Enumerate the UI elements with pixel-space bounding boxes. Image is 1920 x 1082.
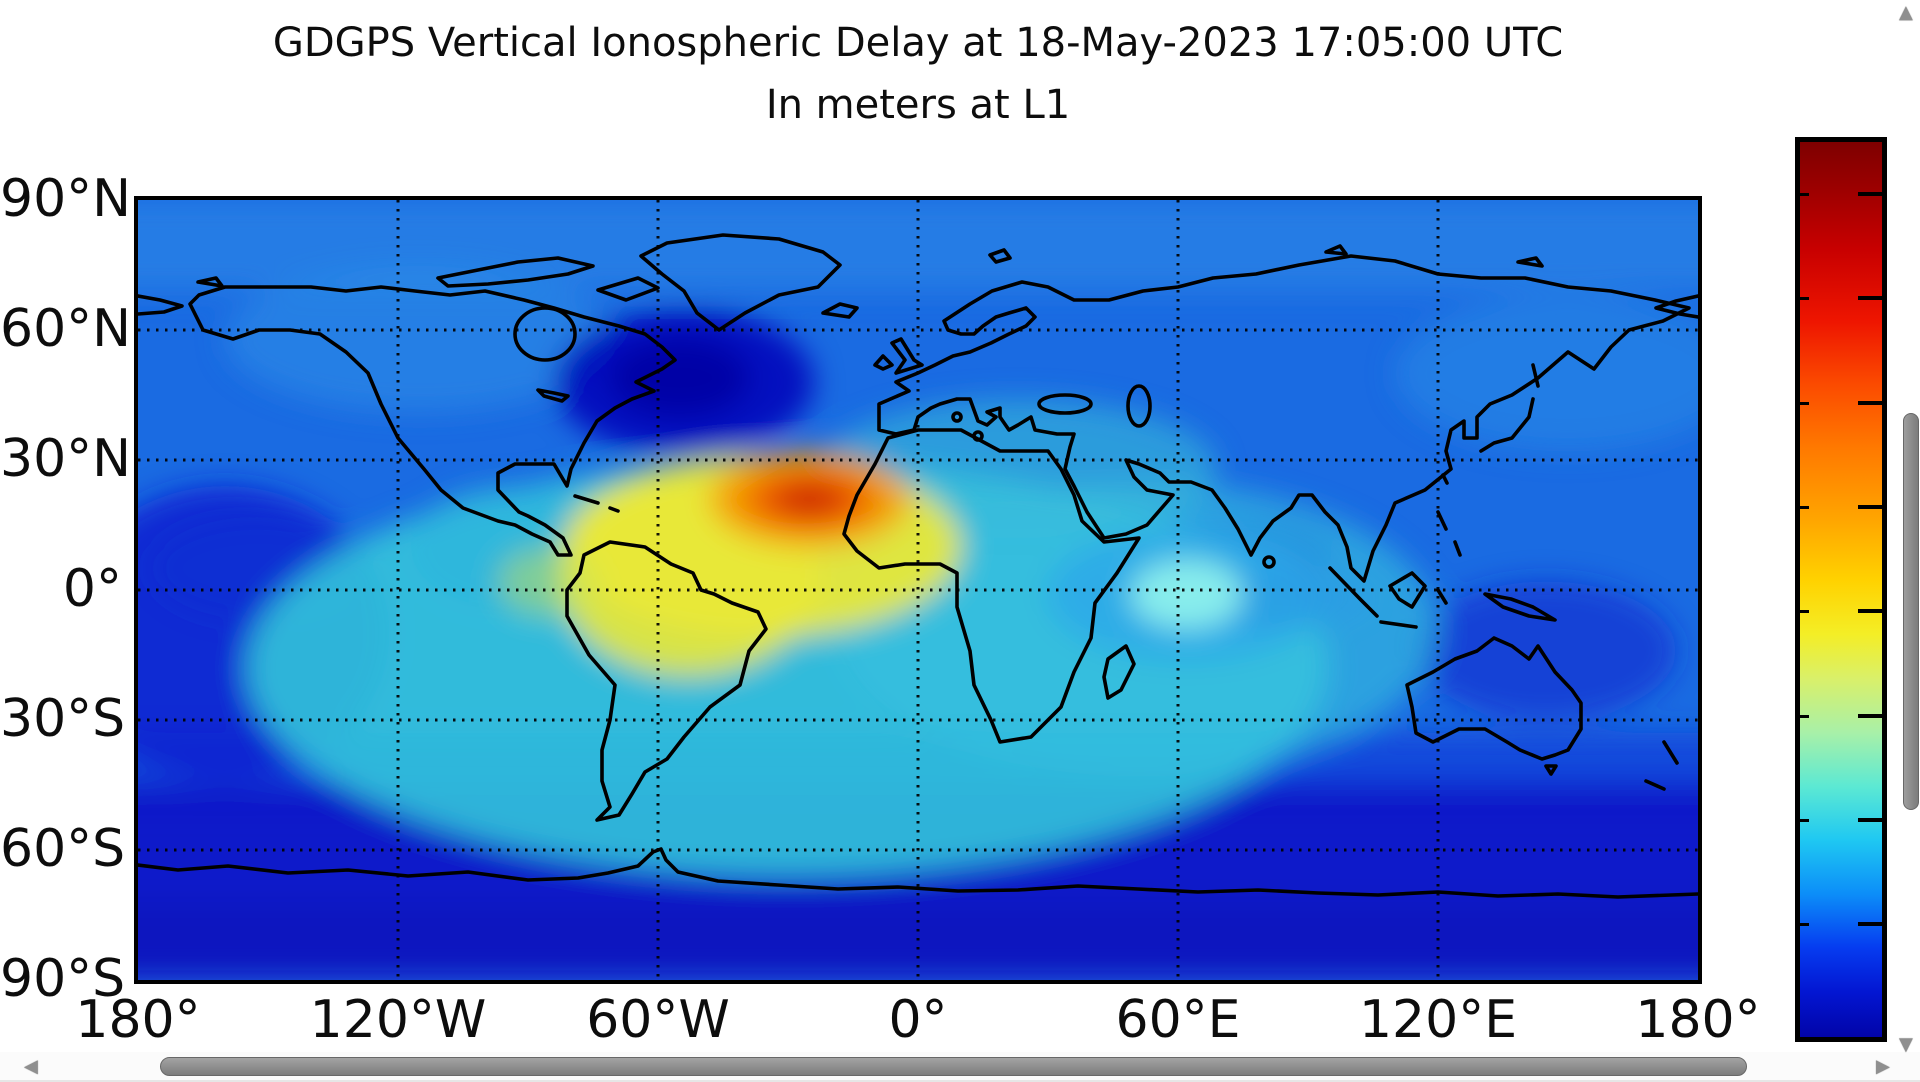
- y-tick-label: 60°S: [0, 818, 126, 879]
- colorbar-tick: [1858, 922, 1882, 927]
- scroll-down-icon[interactable]: ▼: [1899, 1034, 1913, 1055]
- colorbar-tick-minor: [1800, 609, 1809, 613]
- figure-title: GDGPS Vertical Ionospheric Delay at 18-M…: [138, 20, 1698, 128]
- scroll-left-icon[interactable]: ◀: [24, 1056, 38, 1077]
- vertical-scrollbar-thumb[interactable]: [1903, 413, 1919, 810]
- x-tick-label: 120°E: [1358, 990, 1518, 1050]
- colorbar-tick-minor: [1800, 506, 1809, 510]
- y-tick-label: 30°S: [0, 688, 126, 749]
- colorbar: [1795, 137, 1887, 1042]
- world-ionosphere-heatmap: [138, 200, 1698, 980]
- colorbar-tick: [1858, 401, 1882, 406]
- x-tick-label: 0°: [888, 990, 948, 1050]
- figure-title-line2: In meters at L1: [765, 82, 1071, 128]
- colorbar-tick: [1858, 818, 1882, 823]
- y-tick-label: 30°N: [0, 428, 132, 489]
- figure-title-line1: GDGPS Vertical Ionospheric Delay at 18-M…: [272, 20, 1564, 66]
- colorbar-tick: [1858, 191, 1882, 196]
- x-tick-label: 120°W: [309, 990, 487, 1050]
- x-axis-tick-labels: 180° 120°W 60°W 0° 60°E 120°E 180°: [0, 990, 1920, 1050]
- x-tick-label: 180°: [1635, 990, 1761, 1050]
- coastlines: [138, 233, 1698, 899]
- x-tick-label: 60°W: [586, 990, 730, 1050]
- scroll-right-icon[interactable]: ▶: [1876, 1056, 1890, 1077]
- x-tick-label: 180°: [75, 990, 201, 1050]
- x-tick-label: 60°E: [1115, 990, 1241, 1050]
- colorbar-tick: [1858, 505, 1882, 510]
- y-tick-label: 90°N: [0, 168, 132, 229]
- colorbar-tick-minor: [1800, 714, 1809, 718]
- y-axis-tick-labels: 90°N 60°N 30°N 0° 30°S 60°S 90°S: [0, 0, 132, 1080]
- y-tick-label: 60°N: [0, 298, 132, 359]
- colorbar-tick-minor: [1800, 192, 1809, 196]
- colorbar-tick: [1858, 295, 1882, 300]
- colorbar-tick-minor: [1800, 923, 1809, 927]
- scroll-up-icon[interactable]: ▲: [1899, 2, 1913, 23]
- y-tick-label: 0°: [62, 558, 122, 619]
- colorbar-tick-minor: [1800, 402, 1809, 406]
- colorbar-gradient: [1800, 142, 1882, 1037]
- colorbar-tick: [1858, 713, 1882, 718]
- y-tick-label: 90°S: [0, 948, 126, 1009]
- horizontal-scrollbar-thumb[interactable]: [160, 1057, 1747, 1076]
- colorbar-tick-minor: [1800, 296, 1809, 300]
- colorbar-tick: [1858, 608, 1882, 613]
- colorbar-tick-minor: [1800, 819, 1809, 823]
